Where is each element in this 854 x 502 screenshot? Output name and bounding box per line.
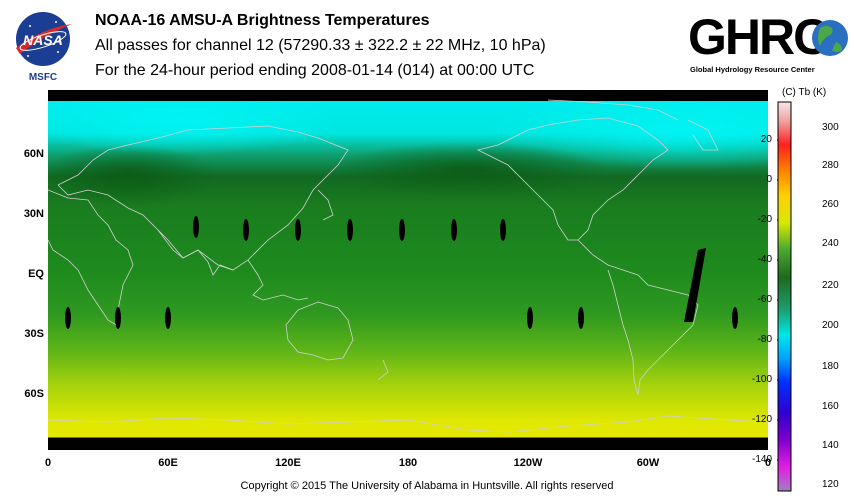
nasa-logo-caption: MSFC [29,72,57,82]
kelvin-label: 120 [822,479,839,490]
celsius-label: 20 [760,134,772,145]
nasa-logo-text: NASA [23,32,63,48]
lon-label-120w: 120W [513,457,543,469]
brightness-temperature-map [48,90,768,450]
colorbar-header: (C) Tb (K) [782,87,827,98]
kelvin-label: 140 [822,440,839,451]
lat-label-30n: 30N [23,208,44,220]
nasa-logo: NASA MSFC [16,12,72,82]
ghrc-logo: GHRC Global Hydrology Resource Center [688,9,848,74]
swath-gaps [65,216,738,329]
lon-label-180: 180 [398,457,418,469]
kelvin-label: 180 [822,361,839,372]
kelvin-label: 200 [822,320,839,331]
kelvin-label: 220 [822,280,839,291]
celsius-label: -80 [757,334,772,345]
celsius-label: -60 [757,294,772,305]
coastlines [48,99,768,433]
colorbar [777,101,792,492]
lon-label-60w: 60W [636,457,660,469]
celsius-label: -120 [751,414,772,425]
lat-label-eq: EQ [28,268,44,280]
celsius-label: -20 [757,214,772,225]
lat-label-60s: 60S [24,388,44,400]
colorbar-ticks [777,139,778,461]
kelvin-label: 300 [822,122,839,133]
period-subtitle: For the 24-hour period ending 2008-01-14… [95,62,535,79]
celsius-label: -140 [751,454,772,465]
celsius-label: 0 [766,174,772,185]
kelvin-label: 260 [822,199,839,210]
page-title: NOAA-16 AMSU-A Brightness Temperatures [95,12,430,29]
lat-label-30s: 30S [24,328,44,340]
globe-icon [812,20,848,56]
celsius-label: -40 [757,254,772,265]
kelvin-label: 280 [822,160,839,171]
lon-label-120e: 120E [275,457,301,469]
ghrc-logo-text: GHRC [688,9,828,65]
kelvin-label: 240 [822,238,839,249]
ghrc-logo-caption: Global Hydrology Resource Center [690,65,815,74]
lon-label-60e: 60E [158,457,178,469]
celsius-label: -100 [751,374,772,385]
kelvin-label: 160 [822,401,839,412]
lon-label-0-east: 0 [764,457,772,469]
lon-label-0: 0 [44,457,52,469]
channel-subtitle: All passes for channel 12 (57290.33 ± 32… [95,37,546,54]
copyright-notice: Copyright © 2015 The University of Alaba… [240,480,614,492]
lat-label-60n: 60N [23,148,44,160]
